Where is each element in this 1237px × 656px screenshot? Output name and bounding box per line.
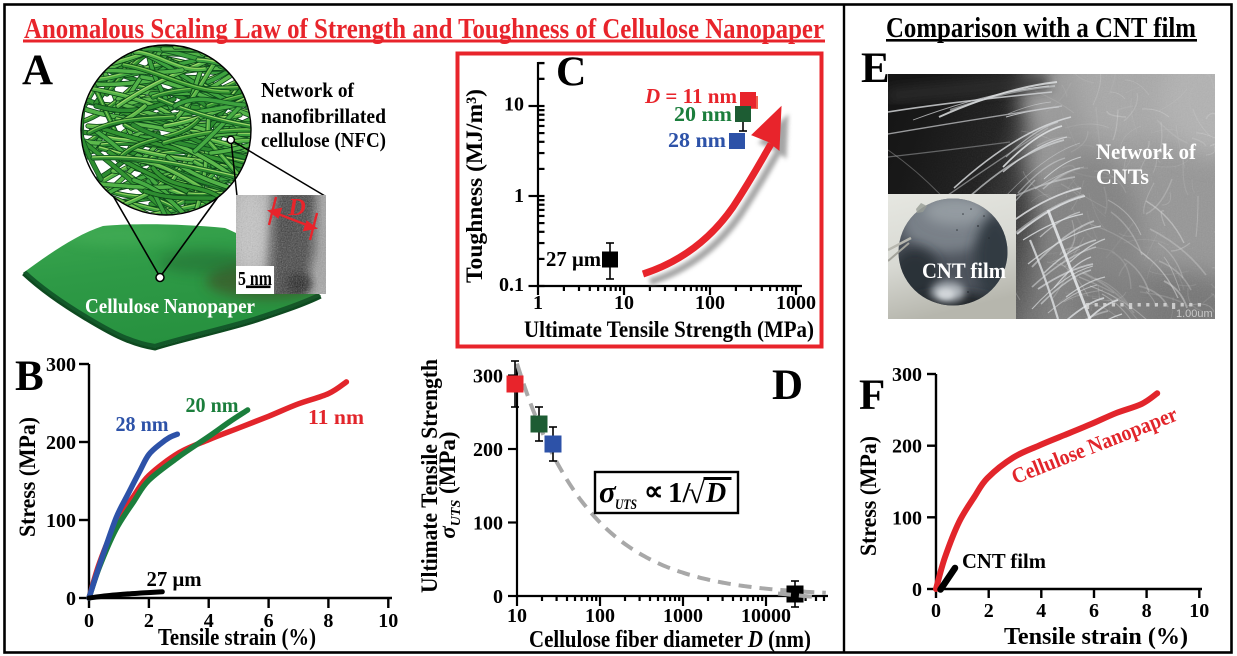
svg-text:1: 1 [533, 292, 543, 314]
svg-text:1: 1 [514, 185, 524, 207]
svg-text:Cellulose fiber diameter D (nm: Cellulose fiber diameter D (nm) [529, 627, 811, 653]
svg-text:300: 300 [892, 364, 922, 386]
svg-text:20 nm: 20 nm [674, 102, 733, 126]
svg-text:Network of: Network of [261, 78, 355, 102]
svg-text:27 μm: 27 μm [147, 567, 202, 591]
svg-text:0: 0 [912, 579, 922, 601]
svg-text:100: 100 [695, 292, 725, 314]
svg-text:4: 4 [1036, 600, 1046, 622]
svg-text:300: 300 [473, 366, 503, 388]
svg-text:CNTs: CNTs [1096, 164, 1149, 189]
svg-text:100: 100 [473, 513, 503, 535]
svg-text:∝: ∝ [644, 476, 663, 506]
svg-text:6: 6 [1089, 600, 1099, 622]
svg-text:Comparison with a CNT film: Comparison with a CNT film [886, 13, 1196, 44]
svg-text:1000: 1000 [776, 292, 816, 314]
svg-text:28 nm: 28 nm [668, 128, 727, 152]
svg-text:Cellulose Nanopaper: Cellulose Nanopaper [85, 294, 255, 318]
svg-text:10: 10 [504, 94, 524, 116]
svg-text:2: 2 [144, 610, 154, 632]
svg-text:11 nm: 11 nm [308, 405, 365, 429]
svg-text:0: 0 [931, 600, 941, 622]
svg-text:300: 300 [46, 354, 76, 376]
svg-text:D: D [772, 362, 803, 409]
svg-text:0: 0 [493, 586, 503, 608]
svg-text:A: A [22, 47, 53, 94]
svg-text:D: D [705, 478, 726, 509]
svg-text:200: 200 [46, 432, 76, 454]
svg-text:Ultimate Tensile Strength (MPa: Ultimate Tensile Strength (MPa) [524, 317, 814, 342]
svg-text:10: 10 [378, 610, 398, 632]
svg-text:8: 8 [323, 610, 333, 632]
svg-text:1.00um: 1.00um [1176, 308, 1213, 320]
svg-text:Ultimate Tensile Strength: Ultimate Tensile Strength [417, 359, 442, 593]
svg-text:28 nm: 28 nm [116, 412, 169, 436]
svg-text:Stress (MPa): Stress (MPa) [15, 417, 40, 537]
svg-text:100: 100 [892, 507, 922, 529]
svg-text:σ: σ [599, 474, 617, 509]
svg-text:10000: 10000 [741, 605, 791, 627]
svg-text:Toughness (MJ/m³): Toughness (MJ/m³) [462, 89, 487, 283]
svg-text:E: E [861, 45, 890, 92]
svg-text:200: 200 [473, 439, 503, 461]
svg-text:10: 10 [614, 292, 634, 314]
svg-text:2: 2 [984, 600, 994, 622]
svg-text:10: 10 [1189, 600, 1209, 622]
svg-text:Tensile strain (%): Tensile strain (%) [1004, 624, 1188, 650]
svg-text:1/: 1/ [668, 477, 692, 509]
svg-text:B: B [15, 353, 44, 400]
svg-text:σUTS (MPa): σUTS (MPa) [435, 431, 464, 538]
svg-text:D: D [287, 195, 305, 221]
svg-text:C: C [556, 50, 586, 96]
svg-text:0: 0 [66, 588, 76, 610]
svg-text:D = 11 nm: D = 11 nm [644, 84, 738, 108]
svg-text:6: 6 [264, 610, 274, 632]
svg-text:27 μm: 27 μm [546, 247, 601, 271]
svg-text:100: 100 [46, 510, 76, 532]
svg-text:Network of: Network of [1096, 139, 1197, 164]
svg-text:4: 4 [204, 610, 214, 632]
svg-text:CNT film: CNT film [922, 258, 1006, 283]
svg-text:0: 0 [84, 610, 94, 632]
svg-text:8: 8 [1142, 600, 1152, 622]
svg-text:UTS: UTS [615, 497, 637, 513]
svg-text:√: √ [688, 475, 705, 510]
svg-text:Tensile strain (%): Tensile strain (%) [158, 625, 316, 651]
svg-text:100: 100 [585, 605, 615, 627]
svg-text:20 nm: 20 nm [186, 393, 239, 417]
svg-text:0.1: 0.1 [499, 274, 524, 296]
svg-text:200: 200 [892, 436, 922, 458]
svg-text:Stress (MPa): Stress (MPa) [856, 436, 881, 556]
svg-text:5 nm: 5 nm [238, 268, 272, 290]
svg-text:nanofibrillated: nanofibrillated [261, 104, 386, 128]
svg-text:F: F [859, 372, 885, 419]
svg-text:cellulose (NFC): cellulose (NFC) [261, 128, 386, 152]
svg-text:CNT film: CNT film [962, 549, 1046, 573]
svg-text:10: 10 [507, 605, 527, 627]
svg-text:1000: 1000 [663, 605, 703, 627]
